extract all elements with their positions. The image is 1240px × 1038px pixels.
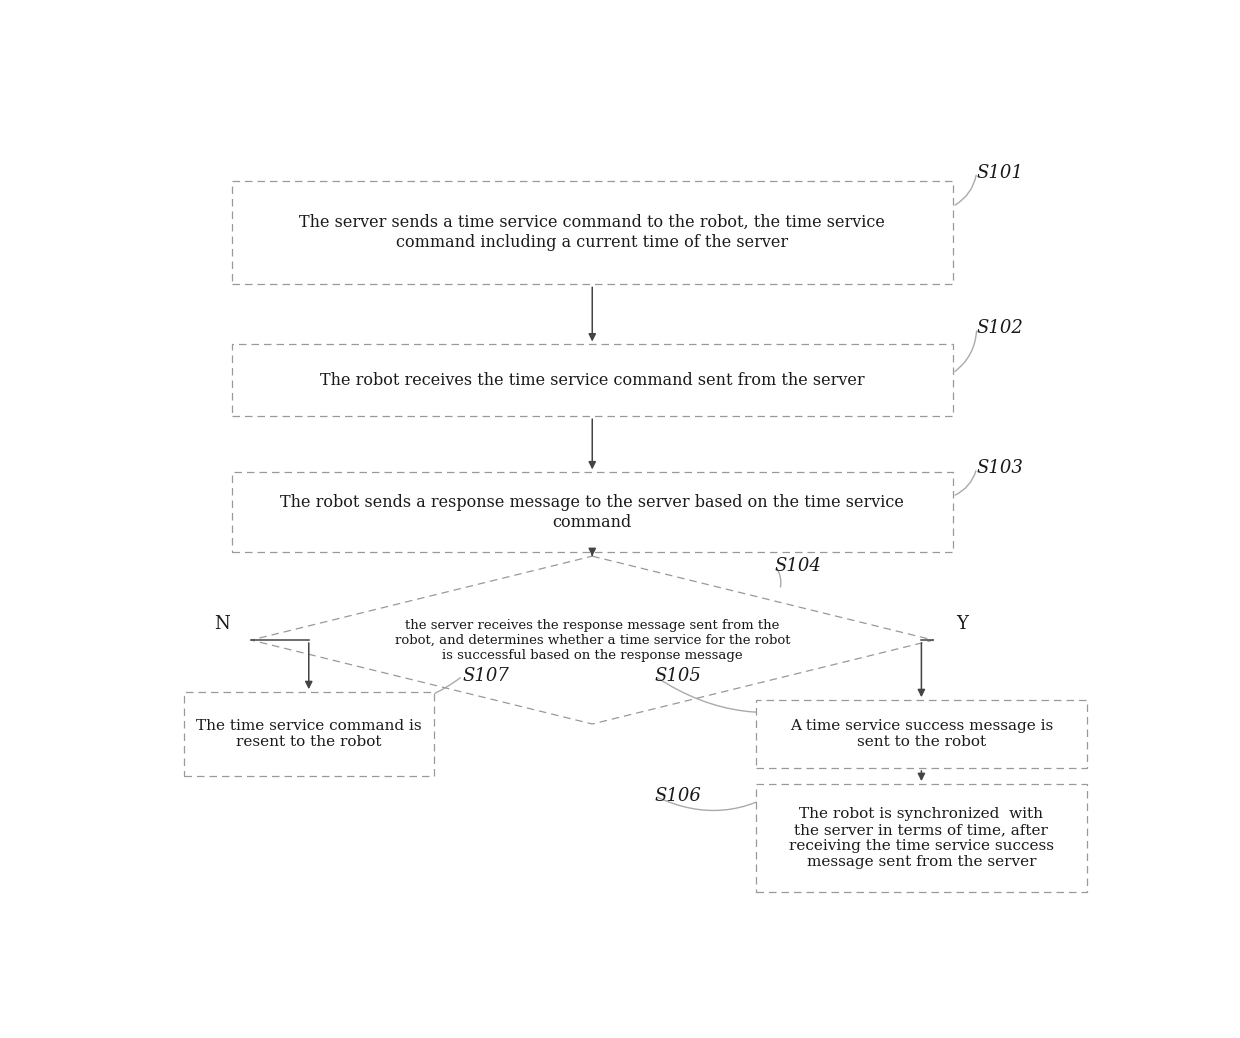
FancyBboxPatch shape	[232, 345, 952, 416]
Text: the server receives the response message sent from the
robot, and determines whe: the server receives the response message…	[394, 619, 790, 661]
Text: The robot is synchronized  with
the server in terms of time, after
receiving the: The robot is synchronized with the serve…	[789, 807, 1054, 869]
Text: The robot receives the time service command sent from the server: The robot receives the time service comm…	[320, 372, 864, 389]
Text: N: N	[215, 616, 231, 633]
Text: S103: S103	[977, 459, 1023, 477]
Text: S106: S106	[655, 787, 702, 804]
Polygon shape	[250, 556, 934, 725]
Text: A time service success message is
sent to the robot: A time service success message is sent t…	[790, 719, 1053, 749]
Text: S107: S107	[463, 667, 510, 685]
FancyBboxPatch shape	[755, 784, 1087, 892]
Text: S102: S102	[977, 320, 1023, 337]
Text: Y: Y	[956, 616, 968, 633]
Text: S101: S101	[977, 164, 1023, 182]
FancyBboxPatch shape	[232, 472, 952, 552]
Text: S105: S105	[655, 667, 702, 685]
Text: S104: S104	[775, 556, 822, 575]
FancyBboxPatch shape	[755, 700, 1087, 768]
Text: The server sends a time service command to the robot, the time service
command i: The server sends a time service command …	[299, 214, 885, 251]
Text: The time service command is
resent to the robot: The time service command is resent to th…	[196, 719, 422, 749]
Text: The robot sends a response message to the server based on the time service
comma: The robot sends a response message to th…	[280, 494, 904, 530]
FancyBboxPatch shape	[232, 181, 952, 284]
FancyBboxPatch shape	[184, 692, 434, 776]
